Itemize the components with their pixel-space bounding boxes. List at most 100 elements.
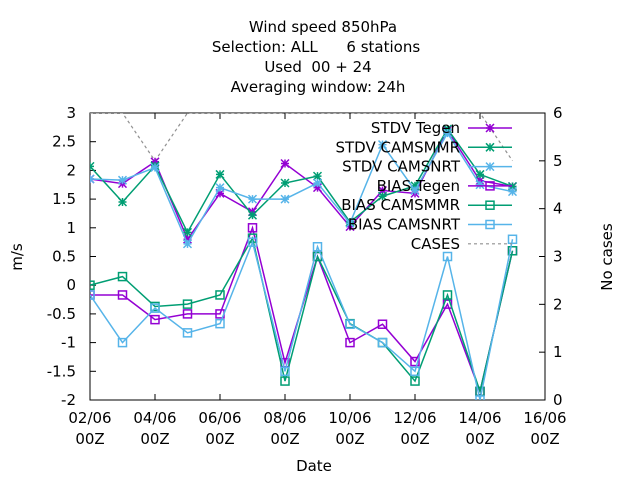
data-point-stdv-camsnrt-shape xyxy=(312,178,323,188)
legend-item-stdv-camsnrt: STDV CAMSNRT xyxy=(342,158,512,176)
data-point-stdv-tegen-shape xyxy=(312,183,323,193)
data-point-stdv-camsnrt xyxy=(345,218,355,228)
data-point-stdv-camsnrt xyxy=(215,183,225,193)
data-point-bias-camsnrt xyxy=(90,290,95,300)
data-point-stdv-camsnrt-shape xyxy=(442,128,453,138)
y2-tick-label: 4 xyxy=(553,200,563,218)
data-point-bias-camsnrt xyxy=(345,319,355,329)
data-point-bias-tegen xyxy=(247,223,258,233)
data-point-stdv-camsnrt xyxy=(117,175,128,185)
data-point-stdv-tegen-shape xyxy=(150,157,160,167)
data-point-bias-camsmmr xyxy=(90,280,95,290)
data-point-stdv-camsnrt xyxy=(377,140,388,150)
series-line-bias-camsnrt xyxy=(90,239,514,400)
data-point-stdv-camsnrt xyxy=(280,194,290,204)
data-point-stdv-camsmmr xyxy=(90,161,95,171)
series-line-stdv-camsnrt xyxy=(90,131,513,246)
data-point-stdv-camsmmr-shape xyxy=(312,171,323,181)
data-point-bias-camsmmr xyxy=(442,290,453,300)
legend-item-bias-camsmmr: BIAS CAMSMMR xyxy=(341,196,512,214)
data-point-bias-camsmmr xyxy=(182,299,193,309)
legend-label: STDV Tegen xyxy=(371,119,460,137)
data-point-stdv-camsnrt xyxy=(312,178,323,188)
y2-tick-label: 6 xyxy=(553,104,563,122)
x-tick-label-date: 04/06 xyxy=(133,409,176,427)
legend-marker xyxy=(485,142,495,152)
data-point-stdv-camsmmr-shape xyxy=(507,181,518,192)
x-tick-label-hour: 00Z xyxy=(335,430,364,448)
x-tick-label-hour: 00Z xyxy=(400,430,429,448)
data-point-stdv-camsmmr-shape xyxy=(117,197,128,207)
data-point-stdv-camsnrt xyxy=(442,128,453,138)
legend-marker xyxy=(485,162,495,172)
data-point-stdv-camsnrt xyxy=(150,162,160,173)
data-point-bias-camsnrt xyxy=(507,234,518,245)
legend-item-bias-tegen: BIAS Tegen xyxy=(377,177,512,195)
x-tick-label-date: 08/06 xyxy=(263,409,306,427)
title-line-3: Used 00 + 24 xyxy=(264,58,371,76)
data-point-bias-camsmmr xyxy=(507,246,518,256)
legend-item-stdv-tegen: STDV Tegen xyxy=(371,119,512,137)
y-tick-label: -1 xyxy=(61,334,76,352)
data-point-bias-camsnrt xyxy=(182,328,193,338)
x-tick-label-date: 14/06 xyxy=(458,409,501,427)
data-point-stdv-camsmmr xyxy=(215,169,225,179)
legend-label: STDV CAMSNRT xyxy=(342,158,461,176)
legend-marker xyxy=(485,219,495,230)
series-line-bias-camsmmr xyxy=(90,236,514,395)
x-tick-label-hour: 00Z xyxy=(205,430,234,448)
axes: -2 -1.5 -1 -0.5 0 0.5 1 1.5 2 2.5 3 0 1 2 3 4 5 6 02/06 00Z… xyxy=(47,104,567,448)
data-point-stdv-camsnrt xyxy=(182,239,193,249)
data-point-stdv-camsmmr xyxy=(312,171,323,181)
data-point-stdv-tegen-shape xyxy=(280,158,290,169)
chart-title: Wind speed 850hPa Selection: ALL 6 stati… xyxy=(212,18,420,96)
title-line-2: Selection: ALL 6 stations xyxy=(212,38,420,56)
y-tick-label: -1.5 xyxy=(47,362,76,380)
data-point-stdv-camsnrt-shape xyxy=(150,162,160,173)
series-line-stdv-camsmmr xyxy=(90,127,513,235)
x-tick-label-hour: 00Z xyxy=(140,430,169,448)
data-point-stdv-camsnrt xyxy=(247,194,258,204)
data-point-stdv-tegen-shape xyxy=(475,176,485,186)
data-point-stdv-camsmmr-shape xyxy=(247,210,258,220)
data-point-stdv-camsnrt-shape xyxy=(280,194,290,204)
legend-marker xyxy=(485,123,495,133)
legend-label: BIAS CAMSNRT xyxy=(348,216,461,234)
data-point-stdv-tegen-shape xyxy=(182,234,193,244)
data-point-stdv-camsmmr-shape xyxy=(280,178,290,188)
legend-label: BIAS Tegen xyxy=(377,177,460,195)
legend-label: CASES xyxy=(411,235,460,253)
data-point-stdv-camsmmr-shape xyxy=(475,169,485,179)
data-point-stdv-camsmmr xyxy=(247,210,258,220)
data-point-stdv-camsmmr xyxy=(410,181,420,191)
x-tick-label-date: 16/06 xyxy=(523,409,566,427)
data-point-bias-camsnrt xyxy=(280,366,290,377)
data-point-bias-tegen xyxy=(410,356,420,367)
data-point-bias-tegen xyxy=(182,309,193,319)
data-point-stdv-camsnrt-shape xyxy=(117,175,128,185)
data-point-stdv-tegen-shape xyxy=(215,188,225,198)
data-point-bias-camsnrt xyxy=(475,395,485,400)
legend-marker xyxy=(485,200,495,210)
data-point-stdv-camsmmr xyxy=(182,227,193,237)
x-tick-label-date: 06/06 xyxy=(198,409,241,427)
y-tick-label: 3 xyxy=(66,104,76,122)
data-point-stdv-camsmmr xyxy=(475,169,485,179)
data-point-stdv-tegen-shape xyxy=(377,185,388,196)
data-point-stdv-camsnrt-shape xyxy=(377,140,388,150)
legend-marker xyxy=(485,181,495,191)
x-tick-label-hour: 00Z xyxy=(530,430,559,448)
data-point-stdv-tegen xyxy=(182,234,193,244)
data-point-bias-camsmmr xyxy=(280,376,290,386)
y2-axis-label: No cases xyxy=(598,223,616,291)
y-axis-label: m/s xyxy=(8,243,26,271)
title-line-4: Averaging window: 24h xyxy=(231,78,406,96)
y2-tick-label: 1 xyxy=(553,343,563,361)
x-tick-label-hour: 00Z xyxy=(75,430,104,448)
data-point-bias-camsmmr xyxy=(410,376,420,386)
data-point-bias-camsmmr xyxy=(117,271,128,282)
data-point-stdv-tegen xyxy=(377,185,388,196)
legend-label: STDV CAMSMMR xyxy=(335,138,460,156)
data-point-bias-camsnrt xyxy=(150,303,160,313)
